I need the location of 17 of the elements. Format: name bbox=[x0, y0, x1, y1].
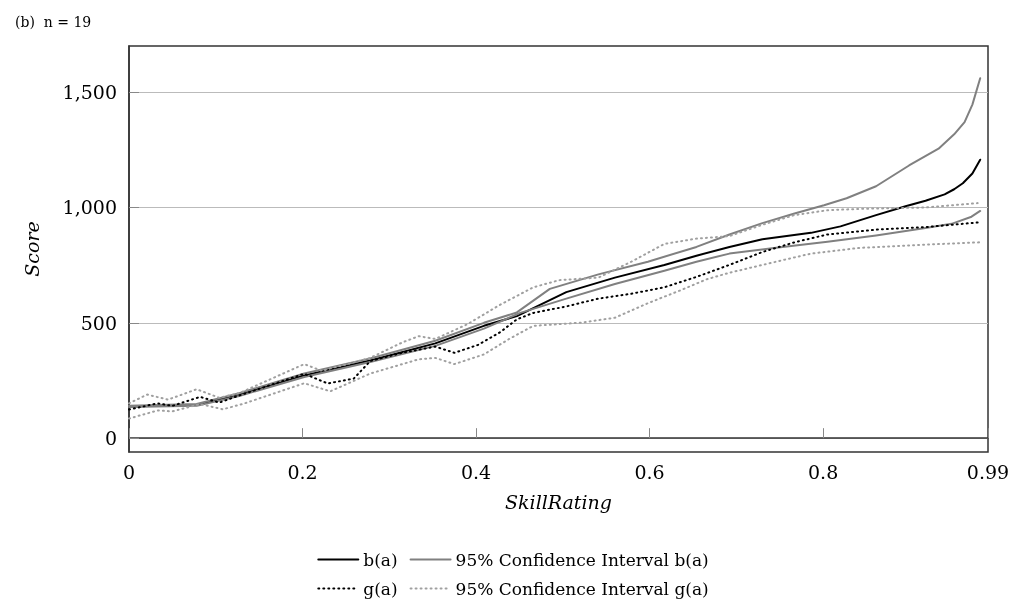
y-axis-title: Score bbox=[20, 221, 43, 277]
x-tick-label: 0 bbox=[122, 460, 136, 483]
x-tick-label: 0.99 bbox=[966, 460, 1010, 483]
legend-label: g(a) bbox=[363, 578, 398, 599]
x-tick-label: 0.8 bbox=[808, 460, 839, 483]
y-tick-label: 1,500 bbox=[62, 81, 117, 104]
x-tick-label: 0.2 bbox=[287, 460, 318, 483]
chart-title: (b) n = 19 bbox=[15, 14, 92, 30]
y-tick-label: 0 bbox=[104, 427, 117, 450]
x-tick-label: 0.4 bbox=[460, 460, 492, 483]
legend-label: 95% Confidence Interval b(a) bbox=[455, 549, 709, 570]
legend-label: 95% Confidence Interval g(a) bbox=[455, 578, 709, 599]
legend-label: b(a) bbox=[363, 549, 398, 570]
y-tick-label: 500 bbox=[80, 311, 117, 334]
x-axis-title: SkillRating bbox=[505, 490, 612, 513]
y-tick-label: 1,000 bbox=[62, 196, 117, 219]
x-tick-label: 0.6 bbox=[634, 460, 665, 483]
